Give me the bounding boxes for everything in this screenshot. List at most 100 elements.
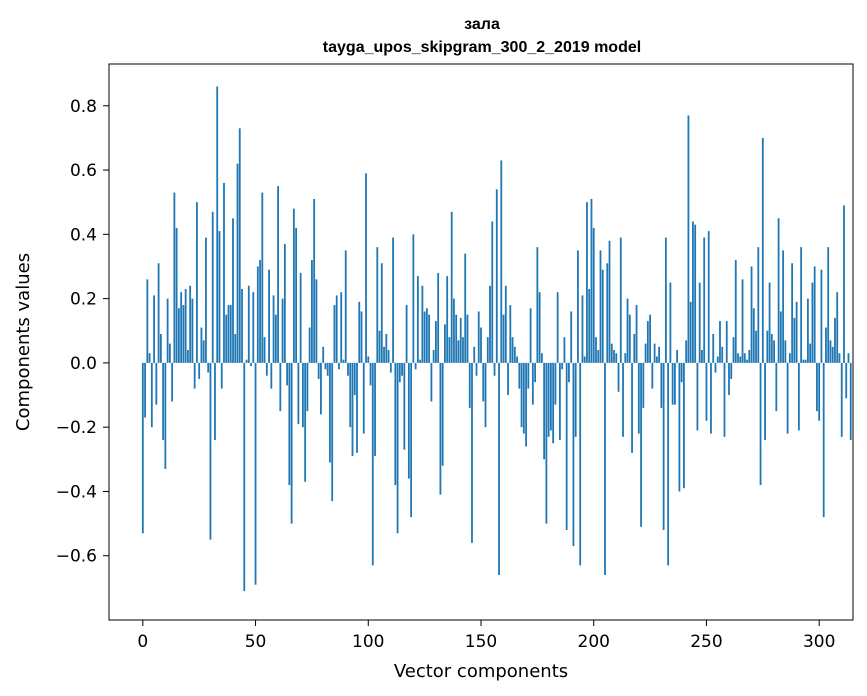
bar <box>752 308 755 363</box>
bar <box>705 362 708 421</box>
bar <box>205 237 207 363</box>
bar <box>164 362 167 469</box>
bar <box>635 305 638 363</box>
y-axis-label: Components values <box>13 253 34 431</box>
bar <box>477 311 480 363</box>
bar <box>371 362 374 566</box>
bar <box>333 305 336 363</box>
x-tick-label: 200 <box>578 632 610 652</box>
bar <box>437 272 440 363</box>
bar <box>265 362 268 376</box>
bar <box>495 189 498 363</box>
y-tick-label: 0.2 <box>70 290 97 310</box>
bar <box>719 321 721 363</box>
bar <box>403 362 406 450</box>
bar <box>153 295 155 363</box>
bar <box>261 192 264 363</box>
bar <box>146 279 149 363</box>
bar <box>827 247 830 363</box>
bar <box>637 362 640 434</box>
bar <box>466 314 469 363</box>
bar <box>315 279 318 363</box>
bar <box>268 269 270 363</box>
bar <box>597 350 600 363</box>
bar <box>378 330 381 363</box>
bar <box>369 362 372 386</box>
bar <box>223 182 225 363</box>
bar <box>177 308 180 363</box>
bar <box>768 282 771 363</box>
bar <box>556 292 559 363</box>
bar <box>162 362 165 441</box>
bar <box>707 231 710 363</box>
bar <box>633 333 636 363</box>
bar <box>218 231 221 363</box>
bar <box>416 276 419 363</box>
bar <box>592 227 595 363</box>
bar <box>475 362 478 376</box>
bar <box>786 362 789 434</box>
bar <box>295 227 298 363</box>
bar <box>667 362 670 566</box>
bar <box>683 362 685 489</box>
bar <box>464 253 467 363</box>
bar <box>529 308 532 363</box>
bar <box>678 362 681 492</box>
bar <box>741 279 744 363</box>
bar <box>689 301 692 363</box>
bar <box>793 317 796 363</box>
bar <box>241 288 243 363</box>
bar <box>779 311 782 363</box>
bar <box>721 346 724 363</box>
bar <box>187 350 189 363</box>
bar <box>446 276 449 363</box>
bar <box>347 362 349 376</box>
bar <box>816 362 818 412</box>
bar-series <box>141 86 852 592</box>
bar <box>214 362 216 441</box>
bar <box>473 346 476 363</box>
bar <box>180 292 183 363</box>
bar <box>599 250 602 363</box>
bar <box>144 362 146 418</box>
bar <box>807 298 809 363</box>
bar <box>615 353 618 363</box>
bar <box>536 247 539 363</box>
bar <box>274 314 277 363</box>
bar <box>534 362 537 383</box>
bar <box>680 362 683 383</box>
bar <box>155 362 158 405</box>
bar <box>410 362 413 518</box>
bar <box>356 362 358 453</box>
bar <box>462 337 464 363</box>
bar <box>687 115 690 363</box>
bar <box>509 305 512 363</box>
bar <box>453 298 455 363</box>
bar <box>757 247 760 363</box>
bar <box>351 362 354 457</box>
bar <box>459 317 462 363</box>
bar <box>565 362 568 531</box>
bar <box>590 198 593 363</box>
bar <box>432 350 435 363</box>
bar <box>559 362 561 441</box>
bar <box>220 362 223 389</box>
bar <box>601 269 604 363</box>
bar <box>421 285 424 363</box>
bar <box>658 346 661 363</box>
bar <box>193 362 196 389</box>
bar <box>549 362 552 431</box>
bar <box>311 260 313 363</box>
bar <box>547 362 550 437</box>
bar <box>692 221 694 363</box>
bar <box>513 346 516 363</box>
bar <box>175 227 178 363</box>
x-tick-label: 100 <box>352 632 384 652</box>
y-tick-label: 0.6 <box>70 161 97 181</box>
bar <box>694 224 697 363</box>
bar <box>543 362 546 460</box>
bar <box>396 362 399 534</box>
bar <box>538 292 541 363</box>
bar <box>425 308 428 363</box>
bar <box>301 362 304 428</box>
